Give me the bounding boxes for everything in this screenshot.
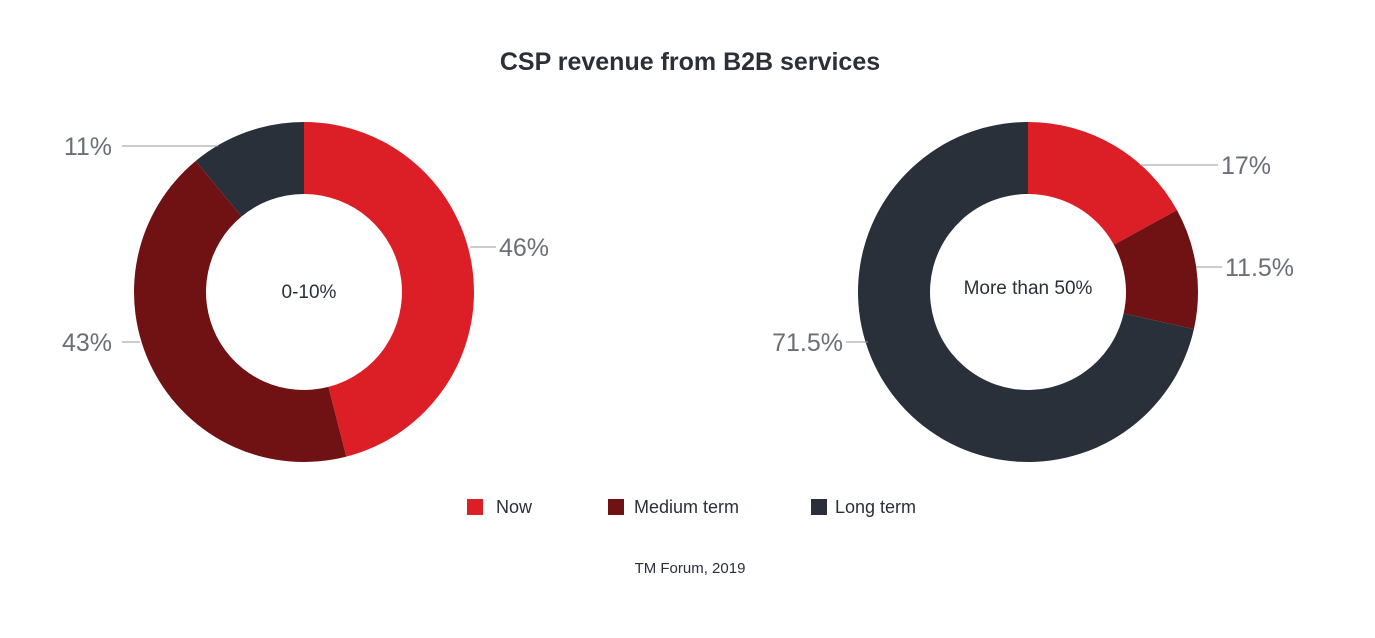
pct-label-right-medium: 11.5%	[1225, 254, 1294, 282]
donut-chart-left	[133, 122, 475, 463]
donut-slice-right-medium-term	[1113, 210, 1199, 330]
donut-slice-left-long-term	[195, 122, 304, 217]
donut-center-label-right: More than 50%	[964, 278, 1093, 299]
donut-slice-left-medium-term	[133, 161, 347, 463]
legend-swatch-now	[467, 499, 483, 515]
legend-swatch-long-term	[811, 499, 827, 515]
pct-label-left-long: 11%	[64, 133, 112, 161]
pct-label-left-medium: 43%	[62, 329, 112, 357]
legend: Now Medium term Long term	[467, 497, 916, 517]
donut-slice-left-now	[304, 122, 475, 457]
legend-label-medium-term: Medium term	[634, 497, 739, 517]
donut-slice-right-long-term	[858, 122, 1194, 462]
donut-chart-right	[858, 122, 1199, 462]
source-note: TM Forum, 2019	[635, 560, 746, 577]
donut-center-label-left: 0-10%	[282, 282, 337, 303]
pct-label-left-now: 46%	[499, 234, 549, 262]
legend-label-now: Now	[496, 497, 533, 517]
pct-label-right-now: 17%	[1221, 152, 1271, 180]
pct-label-right-long: 71.5%	[772, 329, 843, 357]
donut-slice-right-now	[1028, 122, 1177, 245]
chart-title: CSP revenue from B2B services	[500, 48, 880, 76]
legend-label-long-term: Long term	[835, 497, 916, 517]
legend-swatch-medium-term	[608, 499, 624, 515]
